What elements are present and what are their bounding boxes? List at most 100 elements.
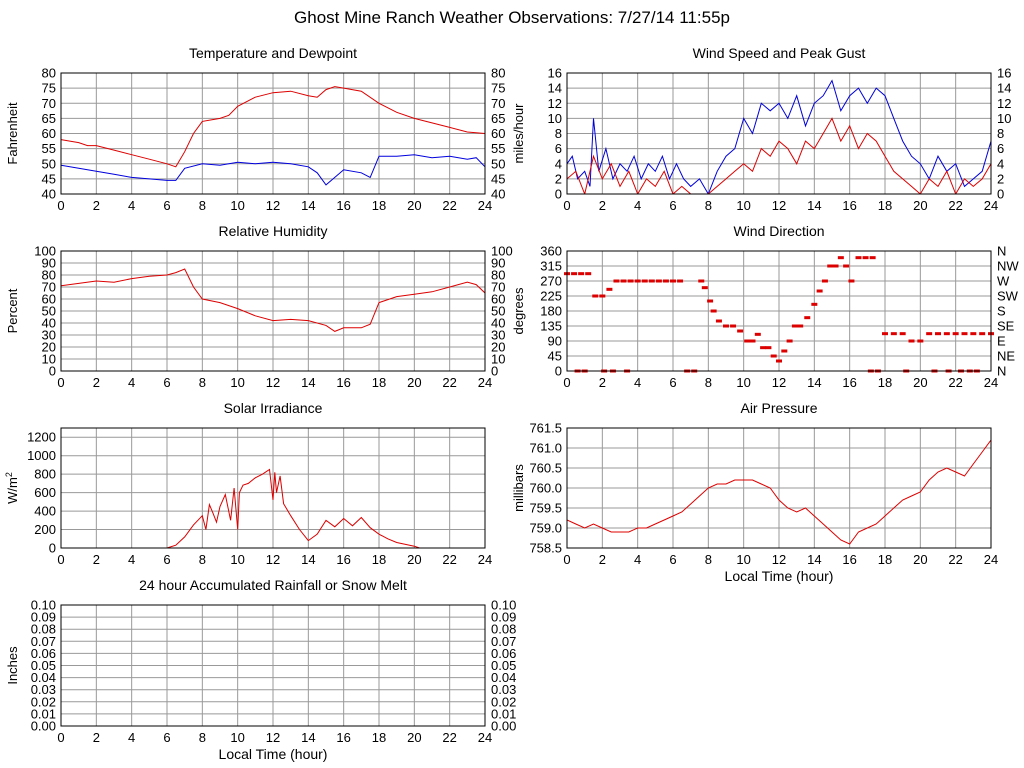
chart-title: Relative Humidity (219, 223, 328, 239)
y-tick-label: 70 (42, 96, 56, 111)
x-tick-label: 8 (705, 552, 712, 567)
x-tick-label: 4 (128, 375, 135, 390)
series-line-2 (567, 117, 991, 194)
x-tick-label: 0 (563, 198, 570, 213)
x-tick-label: 24 (478, 198, 492, 213)
y-tick-label-right: 0.05 (491, 658, 516, 673)
y-tick-label-right: 50 (491, 304, 505, 319)
y-tick-label-right: N (997, 364, 1006, 379)
wind-direction-point (935, 332, 941, 336)
wind-direction-point (641, 279, 648, 283)
y-tick-label-right: 45 (491, 171, 505, 186)
y-tick-label: 0 (49, 364, 56, 379)
wind-direction-point (760, 346, 767, 350)
x-tick-label: 10 (230, 198, 244, 213)
x-tick-label: 14 (807, 198, 821, 213)
wind-direction-point (843, 264, 850, 268)
y-tick-label: 0.08 (31, 622, 56, 637)
y-tick-label: 0.04 (31, 670, 56, 685)
y-tick-label-right: 100 (491, 244, 513, 259)
x-tick-label: 4 (128, 730, 135, 745)
y-axis-label: miles/hour (511, 103, 526, 164)
y-tick-label: 2 (555, 171, 562, 186)
wind-direction-point (848, 279, 855, 283)
x-tick-label: 12 (772, 375, 786, 390)
x-tick-label: 4 (634, 552, 641, 567)
x-tick-label: 4 (634, 375, 641, 390)
y-tick-label-right: 20 (491, 340, 505, 355)
y-tick-label: 8 (555, 126, 562, 141)
y-tick-label-right: 6 (997, 141, 1004, 156)
y-tick-label: 6 (555, 141, 562, 156)
wind-direction-point (837, 256, 844, 260)
x-tick-label: 24 (478, 730, 492, 745)
y-tick-label-right: 50 (491, 156, 505, 171)
plot-frame (566, 250, 992, 372)
y-tick-label: 80 (42, 268, 56, 283)
y-axis-label: millibars (511, 464, 526, 512)
wind-direction-point (899, 332, 906, 336)
y-tick-label-right: E (997, 334, 1006, 349)
wind-direction-point (599, 294, 606, 298)
y-tick-label: 20 (42, 340, 56, 355)
y-tick-label: 760.5 (529, 461, 562, 476)
wind-direction-point (634, 279, 641, 283)
x-tick-label: 18 (878, 198, 892, 213)
x-tick-label: 20 (407, 198, 421, 213)
x-tick-label: 12 (266, 198, 280, 213)
wind-direction-point (970, 332, 977, 336)
y-tick-label-right: 30 (491, 328, 505, 343)
wind-direction-point (620, 279, 627, 283)
wind-direction-point (821, 279, 828, 283)
y-tick-label: 315 (540, 259, 562, 274)
x-tick-label: 22 (442, 198, 456, 213)
wind-direction-point (979, 332, 986, 336)
series-line-1 (61, 86, 485, 168)
x-tick-label: 16 (336, 730, 350, 745)
y-tick-label: 760.0 (529, 481, 562, 496)
wind-direction-point (917, 339, 924, 343)
x-tick-label: 20 (407, 730, 421, 745)
y-tick-label-right: 14 (997, 81, 1011, 96)
wind-direction-point (943, 332, 950, 336)
y-tick-label: 759.5 (529, 501, 562, 516)
y-tick-label: 16 (548, 66, 562, 81)
chart-title: Solar Irradiance (224, 400, 323, 416)
x-tick-label: 18 (878, 552, 892, 567)
series-line-1 (61, 268, 485, 332)
y-tick-label-right: 40 (491, 187, 505, 202)
wind-direction-point (869, 256, 876, 260)
x-tick-label: 22 (442, 730, 456, 745)
y-tick-label: 135 (540, 319, 562, 334)
x-tick-label: 6 (669, 198, 676, 213)
wind-direction-point (627, 279, 634, 283)
x-tick-label: 18 (372, 552, 386, 567)
wind-direction-point (613, 279, 620, 283)
x-tick-label: 16 (336, 552, 350, 567)
y-tick-label-right: 8 (997, 126, 1004, 141)
y-tick-label: 1200 (27, 430, 56, 445)
chart-title: Air Pressure (740, 400, 817, 416)
x-tick-label: 8 (199, 198, 206, 213)
x-axis-label: Local Time (hour) (725, 568, 834, 584)
x-tick-label: 10 (736, 552, 750, 567)
x-tick-label: 2 (93, 730, 100, 745)
y-tick-label-right: 70 (491, 96, 505, 111)
y-tick-label: 10 (42, 352, 56, 367)
y-tick-label-right: 10 (491, 352, 505, 367)
x-tick-label: 12 (266, 552, 280, 567)
wind-direction-point (737, 329, 744, 333)
y-tick-label-right: 2 (997, 171, 1004, 186)
plot-frame (566, 427, 992, 549)
chart-title: Wind Speed and Peak Gust (693, 45, 866, 61)
plot-frame (60, 427, 486, 549)
x-tick-label: 8 (199, 552, 206, 567)
x-tick-label: 24 (984, 198, 998, 213)
y-tick-label: 0.10 (31, 598, 56, 613)
x-tick-label: 2 (93, 552, 100, 567)
y-tick-label-right: 80 (491, 268, 505, 283)
y-tick-label: 180 (540, 304, 562, 319)
